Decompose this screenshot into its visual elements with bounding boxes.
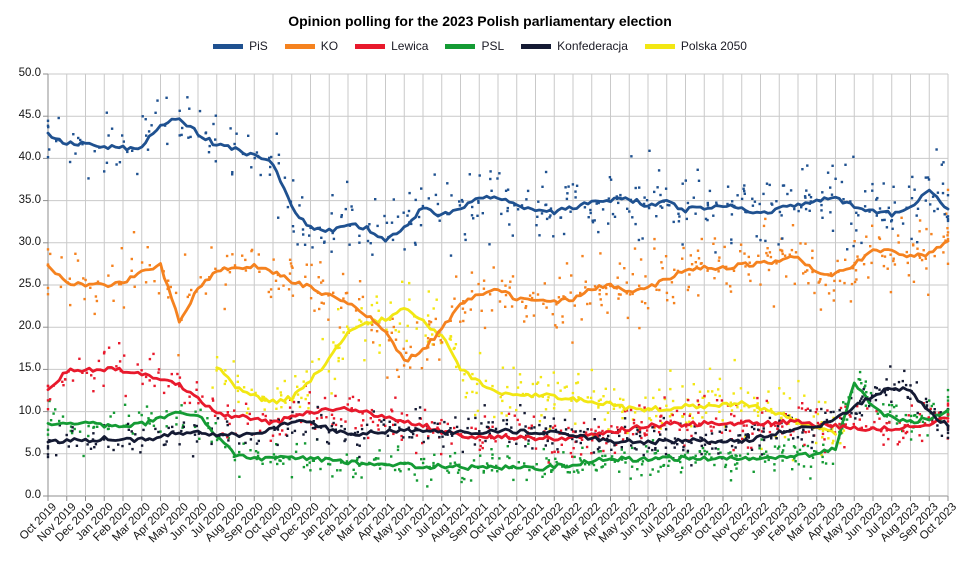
- legend-label-pis: PiS: [249, 39, 268, 53]
- series-line-lewica: [46, 366, 950, 442]
- legend: PiS KO Lewica PSL Konfederacja Polska 2050: [0, 39, 960, 53]
- legend-label-lewica: Lewica: [391, 39, 429, 53]
- scatter-konfederacja: [46, 365, 950, 467]
- legend-label-polska-2050: Polska 2050: [680, 39, 747, 53]
- y-tick-label: 50.0: [18, 67, 41, 79]
- y-tick-label: 45.0: [18, 109, 41, 122]
- y-tick-label: 30.0: [18, 235, 41, 248]
- legend-swatch-ko: [284, 43, 315, 49]
- legend-swatch-pis: [213, 43, 244, 49]
- legend-item-konfederacja: Konfederacja: [521, 39, 628, 53]
- legend-item-psl: PSL: [445, 39, 504, 53]
- legend-label-ko: KO: [320, 39, 339, 53]
- y-tick-label: 35.0: [18, 193, 41, 206]
- series-line-ko: [46, 239, 950, 363]
- series-line-pis: [46, 117, 950, 243]
- series-line-konfederacja: [46, 386, 950, 446]
- legend-item-polska-2050: Polska 2050: [644, 39, 747, 53]
- legend-swatch-lewica: [355, 43, 386, 49]
- scatter-points: [46, 96, 950, 488]
- y-tick-label: 25.0: [18, 278, 41, 290]
- trend-lines: [46, 117, 950, 472]
- y-tick-label: 0.0: [25, 489, 41, 501]
- legend-item-lewica: Lewica: [355, 39, 428, 53]
- y-tick-label: 10.0: [18, 404, 41, 417]
- series-line-psl: [46, 381, 950, 472]
- y-tick-label: 20.0: [18, 320, 41, 333]
- legend-swatch-konfederacja: [521, 43, 552, 49]
- series-line-polska-2050: [215, 307, 837, 436]
- y-tick-label: 15.0: [18, 362, 41, 375]
- scatter-psl: [46, 370, 950, 488]
- legend-item-pis: PiS: [213, 39, 268, 53]
- legend-swatch-polska-2050: [644, 43, 675, 49]
- legend-label-konfederacja: Konfederacja: [557, 39, 628, 53]
- chart-title: Opinion polling for the 2023 Polish parl…: [288, 13, 672, 29]
- y-tick-label: 5.0: [25, 446, 41, 459]
- legend-item-ko: KO: [284, 39, 339, 53]
- legend-swatch-psl: [445, 43, 476, 49]
- y-tick-label: 40.0: [18, 151, 41, 164]
- legend-label-psl: PSL: [481, 39, 505, 53]
- scatter-pis: [46, 96, 950, 257]
